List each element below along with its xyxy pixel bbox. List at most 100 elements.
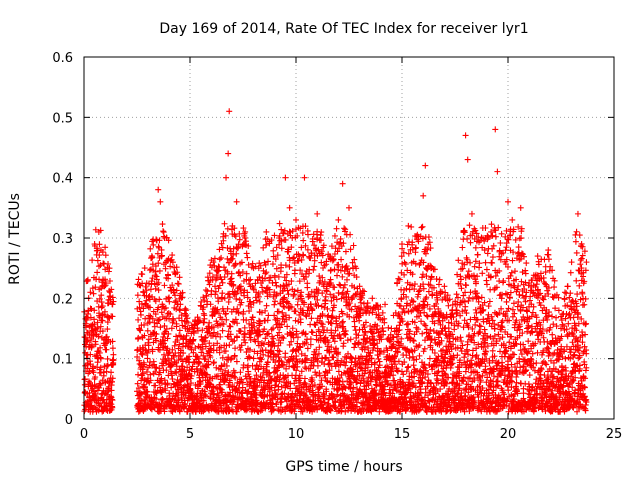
data-point [158,380,165,387]
data-point [217,366,224,373]
data-point [215,298,222,305]
data-point [165,295,172,302]
data-point [268,377,275,384]
data-point [105,314,112,321]
data-point [152,272,159,279]
data-point [202,391,209,398]
data-point [227,248,234,255]
data-point [98,292,105,299]
data-point [175,397,182,404]
data-point [458,285,465,292]
data-point [419,274,426,281]
data-point [255,338,262,345]
data-point [425,233,432,240]
data-point [342,408,349,415]
data-point [218,254,225,261]
data-point [273,400,280,407]
data-point [149,315,156,322]
data-point [177,301,184,308]
data-point [281,374,288,381]
data-point [231,369,238,376]
data-point [301,301,308,308]
data-point [233,250,240,257]
data-point [297,267,304,274]
data-point [241,292,248,299]
data-point [162,304,169,311]
data-point [308,250,315,257]
data-point [331,266,338,273]
data-point [134,388,141,395]
data-point [266,286,273,293]
data-point [221,295,228,302]
data-point [232,316,239,323]
data-point [174,337,181,344]
data-point [99,303,106,310]
data-point [249,314,256,321]
data-point [235,241,242,248]
data-point [290,255,297,262]
data-point [286,257,293,264]
data-point [270,325,277,332]
data-point [350,242,357,249]
data-point [162,265,169,272]
data-point [395,358,402,365]
data-point [137,311,144,318]
data-point [268,384,275,391]
data-point [220,321,227,328]
data-point [333,225,340,232]
data-point [184,364,191,371]
data-point [158,309,165,316]
data-point [301,375,308,382]
data-point [283,271,290,278]
data-point [312,369,319,376]
data-point [269,261,276,268]
data-point [188,380,195,387]
data-point [243,250,250,257]
data-point [474,251,481,258]
data-point [110,298,117,305]
data-point [244,289,251,296]
data-point [225,298,232,305]
data-point [105,261,112,267]
data-point [259,288,266,295]
data-point [297,344,304,351]
data-point [88,342,95,349]
data-point [143,287,150,294]
data-point [268,347,275,354]
data-point [500,277,507,284]
data-point [151,361,158,368]
data-point [169,282,176,289]
data-point [97,323,104,330]
data-point [526,372,533,379]
data-point [489,347,496,354]
data-point [109,375,116,382]
data-point [513,374,520,381]
data-point [87,351,94,358]
data-point [472,321,479,328]
data-point [141,321,148,328]
data-point [298,295,305,302]
data-point [94,257,101,264]
data-point [92,374,99,381]
data-point [286,263,293,270]
data-point [198,298,205,305]
data-point [219,389,226,396]
data-point [216,246,223,253]
data-point [324,313,331,320]
data-point [188,340,195,347]
data-point [169,376,176,383]
data-point [299,358,306,365]
data-point [156,296,163,303]
data-point [170,380,177,387]
data-point [298,368,305,375]
data-point [339,273,346,280]
data-point [82,376,89,383]
data-point [306,292,313,299]
data-point [183,307,190,314]
data-point [106,278,113,284]
data-point [94,324,101,331]
data-point [297,316,304,323]
data-point [296,343,303,350]
data-point [215,310,222,317]
